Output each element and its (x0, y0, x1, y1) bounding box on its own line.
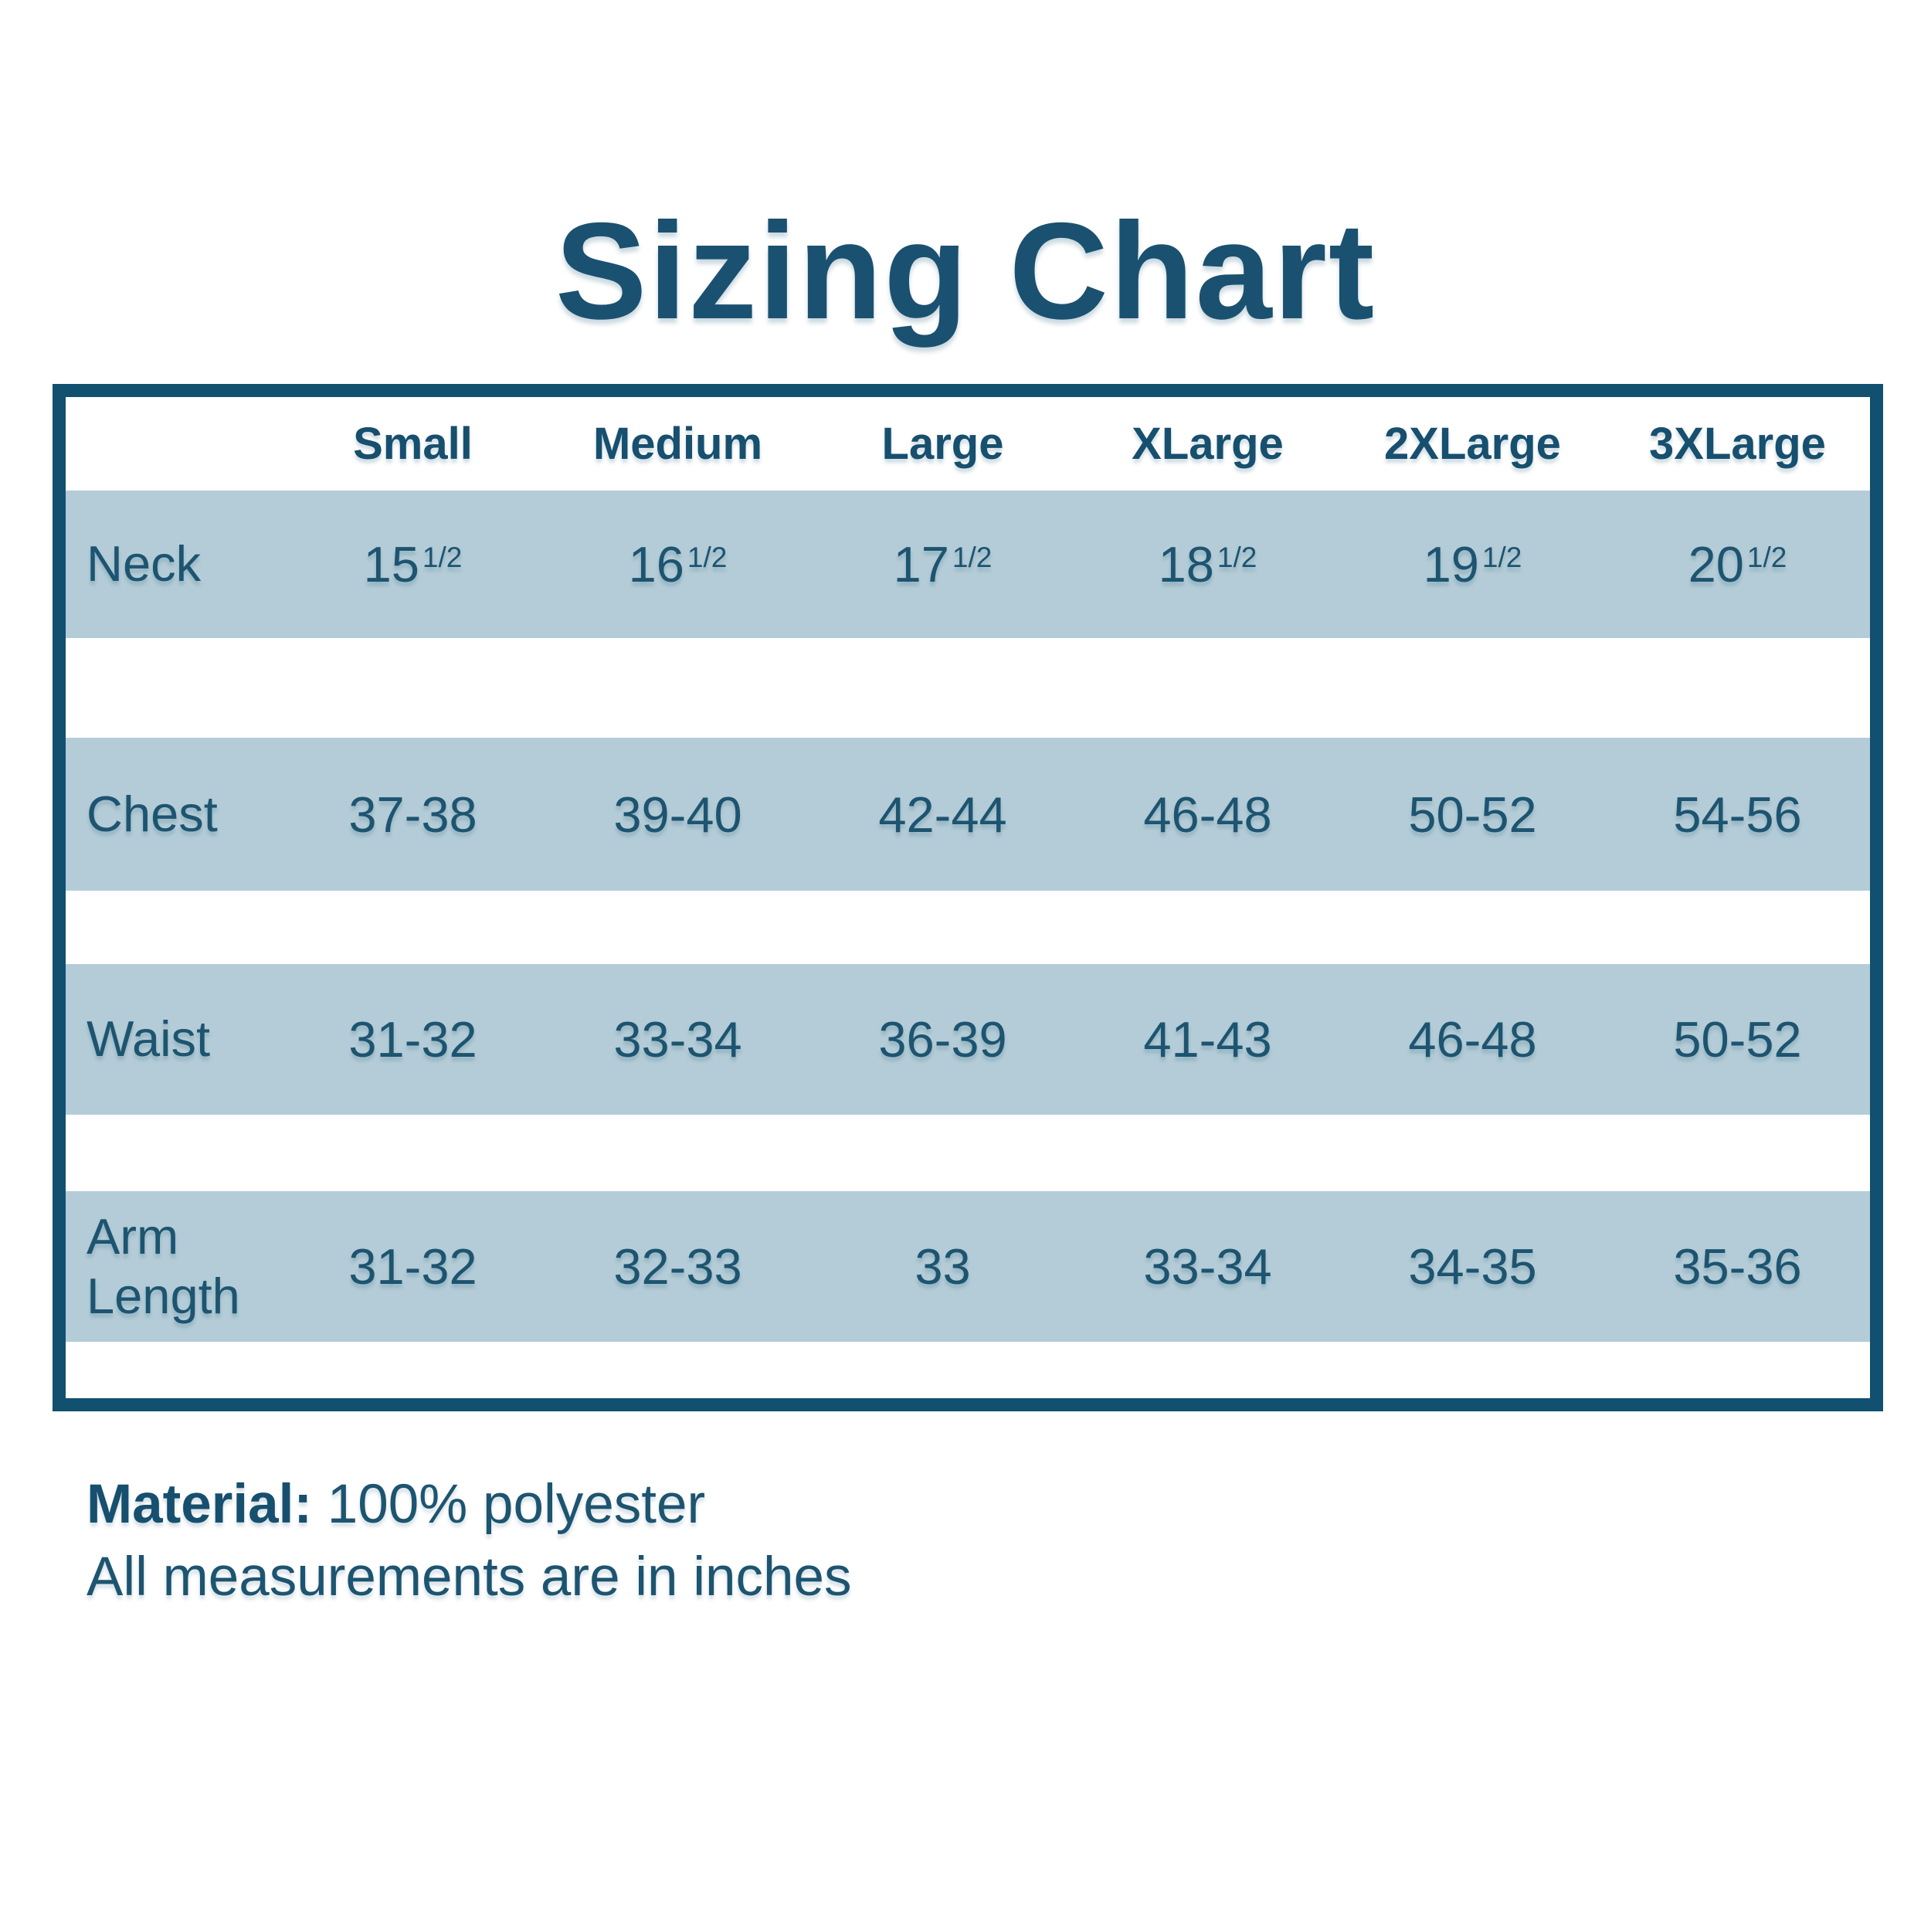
row-label: Waist (87, 1010, 211, 1068)
value-base: 17 (893, 536, 949, 593)
column-header: 2XLarge (1384, 419, 1561, 469)
table-cell: 42-44 (878, 786, 1007, 843)
material-line: Material: 100% polyester (87, 1469, 852, 1541)
table-cell: 35-36 (1673, 1238, 1802, 1295)
table-cell: 32-33 (613, 1238, 742, 1295)
value-base: 18 (1158, 536, 1214, 593)
table-cell: 46-48 (1408, 1011, 1537, 1068)
value-fraction: 1/2 (1481, 540, 1522, 573)
table-row-waist: Waist 31-32 33-34 36-39 41-43 46-48 50-52 (66, 964, 1870, 1115)
table-cell: 46-48 (1143, 786, 1272, 843)
table-row-chest: Chest 37-38 39-40 42-44 46-48 50-52 54-56 (66, 738, 1870, 891)
sizing-table: Small Medium Large XLarge 2XLarge 3XLarge Nec… (53, 384, 1883, 1411)
table-row-arm-length: Arm Length 31-32 32-33 33 33-34 34-35 35-36 (66, 1191, 1870, 1342)
value-fraction: 1/2 (687, 540, 728, 573)
table-cell: 50-52 (1408, 786, 1537, 843)
table-cell: 34-35 (1408, 1238, 1537, 1295)
column-header: Medium (592, 419, 763, 469)
value-base: 20 (1688, 536, 1744, 593)
material-label: Material: (87, 1474, 312, 1535)
table-cell: 15 1/2 (280, 535, 545, 593)
value-fraction: 1/2 (1746, 540, 1787, 573)
table-cell: 31-32 (348, 1011, 477, 1068)
value-fraction: 1/2 (1217, 540, 1257, 573)
table-cell: 31-32 (348, 1238, 477, 1295)
row-label: Neck (87, 535, 202, 593)
table-cell: 33-34 (613, 1011, 742, 1068)
table-cell: 17 1/2 (810, 535, 1075, 593)
table-cell: 54-56 (1673, 786, 1802, 843)
column-header: Large (881, 419, 1004, 469)
table-cell: 36-39 (878, 1011, 1007, 1068)
value-fraction: 1/2 (952, 540, 993, 573)
value-base: 15 (363, 536, 419, 593)
value-base: 16 (628, 536, 684, 593)
table-cell: 39-40 (613, 786, 742, 843)
measurements-note: All measurements are in inches (87, 1547, 852, 1608)
table-cell: 37-38 (348, 786, 477, 843)
table-header-row: Small Medium Large XLarge 2XLarge 3XLarge (66, 397, 1870, 491)
table-cell: 41-43 (1143, 1011, 1272, 1068)
table-cell: 33-34 (1143, 1238, 1272, 1295)
row-label: Chest (87, 785, 218, 842)
page-title: Sizing Chart (555, 194, 1376, 348)
column-header: XLarge (1132, 419, 1284, 469)
column-header: 3XLarge (1649, 419, 1826, 469)
footer-notes: Material: 100% polyester All measurement… (87, 1469, 852, 1614)
value-fraction: 1/2 (422, 540, 463, 573)
table-cell: 18 1/2 (1075, 535, 1340, 593)
material-value: 100% polyester (327, 1474, 706, 1535)
table-row-neck: Neck 15 1/2 16 1/2 17 1/2 18 1/2 19 1/2 20 1/2 (66, 491, 1870, 638)
table-cell: 19 1/2 (1340, 535, 1605, 593)
table-cell: 50-52 (1673, 1011, 1802, 1068)
table-cell: 33 (915, 1238, 971, 1295)
column-header: Small (353, 419, 473, 469)
table-cell: 20 1/2 (1605, 535, 1870, 593)
table-cell: 16 1/2 (545, 535, 810, 593)
row-label: Arm Length (87, 1207, 240, 1324)
value-base: 19 (1423, 536, 1479, 593)
